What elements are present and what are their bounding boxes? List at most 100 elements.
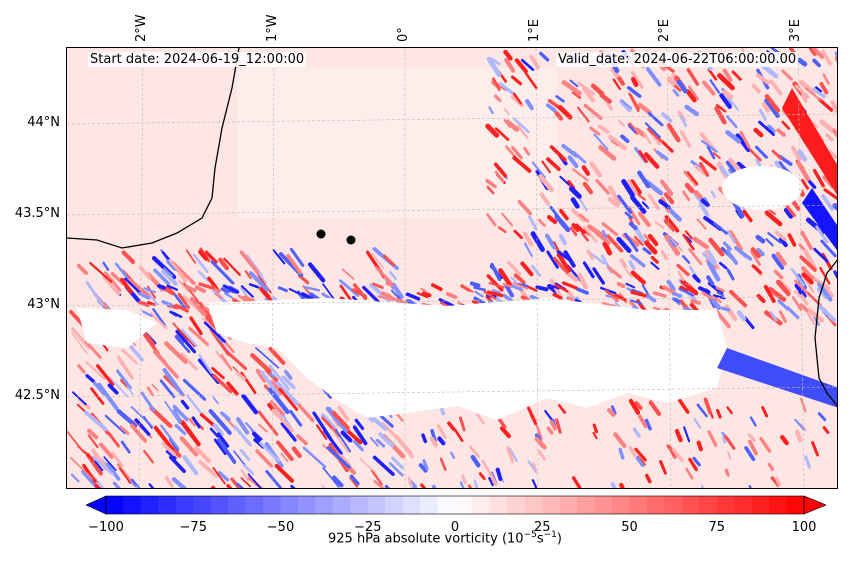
vorticity-streak	[688, 248, 703, 266]
vorticity-streak	[799, 303, 809, 312]
vorticity-streak	[107, 383, 119, 395]
colorbar-tick-label: 100	[791, 520, 817, 535]
vorticity-streak	[111, 451, 124, 467]
vorticity-streak	[556, 250, 574, 263]
vorticity-streak	[269, 400, 285, 416]
vorticity-streak	[722, 89, 734, 100]
vorticity-streak	[823, 285, 834, 298]
vorticity-streak	[539, 51, 550, 62]
vorticity-streak	[161, 300, 174, 307]
vorticity-streak	[493, 162, 508, 178]
colorbar-cell	[158, 496, 177, 514]
vorticity-streak	[830, 100, 837, 115]
vorticity-streak	[430, 283, 443, 292]
vorticity-streak	[806, 307, 825, 323]
vorticity-streak	[638, 414, 648, 429]
vorticity-streak	[819, 119, 836, 134]
vorticity-streak	[637, 170, 651, 189]
vorticity-streak	[822, 73, 830, 85]
vorticity-streak	[445, 292, 458, 299]
vorticity-streak	[332, 475, 344, 488]
vorticity-streak	[606, 234, 624, 253]
vorticity-streak	[89, 261, 113, 283]
vorticity-noise-southwest	[67, 247, 830, 488]
vorticity-streak	[561, 281, 578, 290]
vorticity-streak	[177, 328, 196, 348]
vorticity-streak	[643, 132, 652, 145]
graticule	[67, 48, 837, 488]
vorticity-streak	[742, 209, 753, 223]
vorticity-streak	[149, 312, 168, 330]
vorticity-streak	[351, 288, 368, 299]
vorticity-streak	[486, 213, 497, 227]
vorticity-streak	[148, 483, 155, 488]
colorbar-cell	[315, 496, 334, 514]
vorticity-streak	[702, 80, 716, 96]
vorticity-streak	[678, 287, 695, 297]
vorticity-streak	[102, 261, 110, 271]
lat-label-44: 44°N	[27, 115, 60, 130]
vorticity-streak	[628, 124, 637, 133]
vorticity-streak	[418, 463, 428, 473]
vorticity-streak	[589, 161, 602, 178]
vorticity-streak	[546, 426, 554, 435]
colorbar	[86, 495, 826, 515]
vorticity-streak	[486, 290, 504, 298]
vorticity-streak	[715, 104, 727, 113]
vorticity-streak	[116, 409, 138, 428]
vorticity-streak	[595, 231, 611, 245]
vorticity-streak	[467, 484, 473, 488]
vorticity-streak	[517, 199, 533, 216]
vorticity-streak	[511, 75, 523, 86]
vorticity-streak	[683, 426, 691, 443]
vorticity-streak	[528, 215, 538, 231]
vorticity-streak	[320, 413, 338, 432]
vorticity-streak	[169, 310, 178, 317]
vorticity-streak	[146, 290, 159, 306]
vorticity-streak	[750, 247, 762, 259]
vorticity-streak	[197, 270, 210, 283]
vorticity-streak	[421, 291, 432, 298]
vorticity-streak	[372, 282, 384, 289]
lon-label-1e: 1°E	[527, 19, 542, 42]
vorticity-streak	[628, 445, 637, 457]
vorticity-streak	[192, 253, 209, 273]
vorticity-streak	[315, 424, 328, 440]
vorticity-streak	[377, 295, 395, 301]
vorticity-streak	[165, 449, 177, 460]
vorticity-streak	[700, 198, 710, 208]
vorticity-streak	[621, 178, 635, 198]
vorticity-streak	[473, 480, 479, 488]
vorticity-streak	[637, 102, 652, 115]
vorticity-streak	[593, 133, 609, 151]
vorticity-streak	[679, 285, 689, 292]
vorticity-streak	[251, 431, 262, 442]
vorticity-streak	[735, 133, 751, 153]
vorticity-streak	[693, 417, 702, 429]
vorticity-streak	[653, 306, 661, 311]
vorticity-streak	[652, 291, 667, 298]
vorticity-streak	[255, 347, 280, 369]
station-marker-1[interactable]	[316, 229, 326, 239]
vorticity-streak	[690, 299, 701, 305]
vorticity-streak	[728, 230, 743, 251]
vorticity-streak	[686, 283, 693, 293]
vorticity-streak	[490, 262, 502, 282]
vorticity-streak	[716, 291, 725, 297]
station-marker-2[interactable]	[346, 235, 356, 245]
vorticity-streak	[527, 460, 538, 474]
vorticity-streak	[764, 94, 781, 113]
vorticity-streak	[171, 290, 188, 311]
vorticity-streak	[240, 477, 252, 488]
vorticity-streak	[684, 230, 693, 240]
vorticity-streak	[286, 253, 303, 275]
vorticity-streak	[146, 386, 154, 397]
vorticity-streak	[129, 345, 144, 362]
vorticity-streak	[247, 473, 262, 488]
vorticity-streak	[634, 127, 647, 138]
vorticity-streak	[500, 426, 512, 439]
vorticity-streak	[321, 416, 341, 438]
vorticity-streak	[498, 82, 514, 95]
colorbar-tick-label: −100	[88, 520, 124, 535]
vorticity-streak	[84, 340, 102, 360]
